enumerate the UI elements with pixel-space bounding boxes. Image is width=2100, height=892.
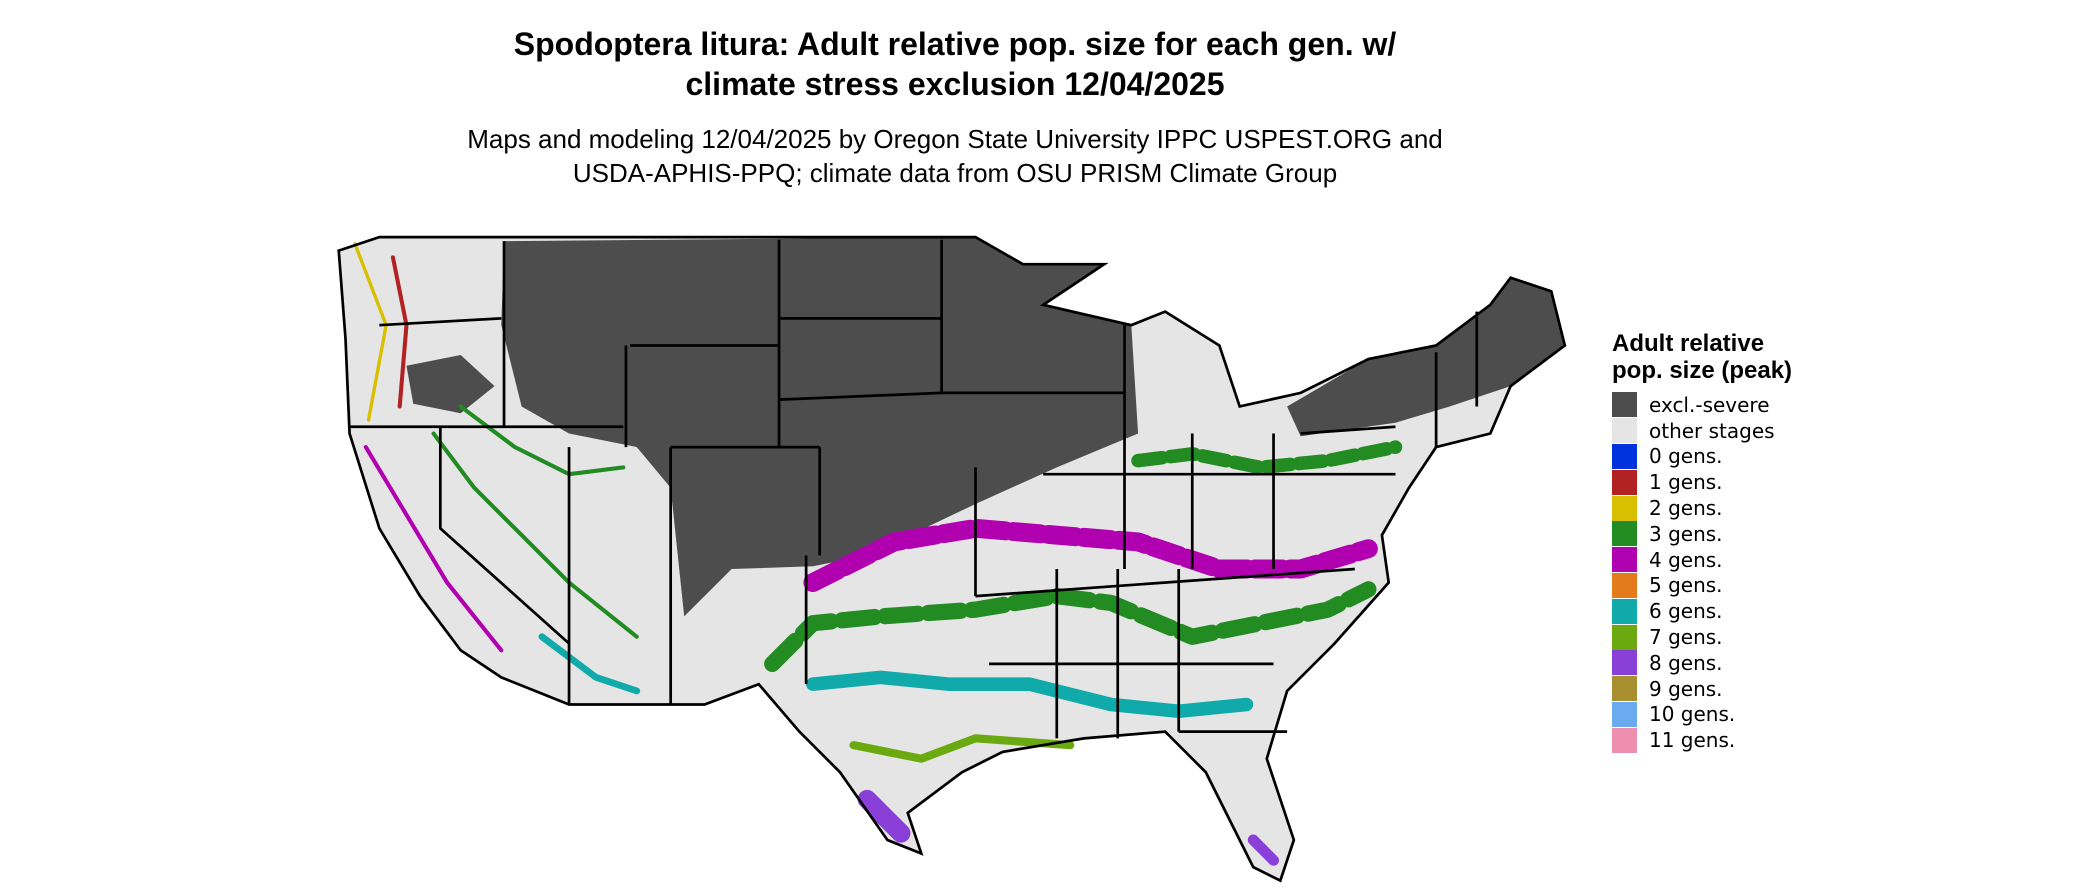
legend-label: 1 gens. [1649, 470, 1723, 495]
legend-label: 5 gens. [1649, 573, 1723, 598]
legend-label: 9 gens. [1649, 676, 1723, 701]
legend-label: 10 gens. [1649, 702, 1736, 727]
legend-item: 3 gens. [1612, 521, 1832, 547]
legend-item: 1 gens. [1612, 469, 1832, 495]
band [857, 789, 911, 843]
legend-item: 10 gens. [1612, 701, 1832, 728]
legend-label: other stages [1649, 418, 1775, 443]
legend-label: 2 gens. [1649, 496, 1723, 521]
legend-swatch [1612, 624, 1637, 650]
legend-swatch [1612, 443, 1637, 469]
band [390, 255, 409, 409]
map-title: Spodoptera litura: Adult relative pop. s… [513, 26, 1397, 102]
legend-swatch [1612, 572, 1637, 598]
legend-item: 8 gens. [1612, 650, 1832, 676]
state-border [349, 239, 1479, 739]
legend-swatch [1612, 547, 1637, 573]
excluded-region [406, 354, 495, 414]
legend-items: excl.-severe other stages 0 gens. 1 gens. 2 … [1612, 392, 1832, 753]
band [538, 633, 641, 695]
legend-item: 7 gens. [1612, 624, 1832, 650]
legend-label: 3 gens. [1649, 521, 1723, 546]
excluded-region [501, 237, 1139, 617]
band [803, 518, 1378, 593]
band [431, 431, 639, 639]
legend-swatch [1612, 598, 1637, 624]
legend-swatch [1612, 418, 1637, 444]
legend-swatch [1612, 727, 1637, 753]
band [1131, 440, 1403, 475]
legend-label: 6 gens. [1649, 599, 1723, 624]
legend-swatch [1612, 469, 1637, 495]
legend-title: Adult relative pop. size (peak) [1612, 330, 1793, 384]
legend-label: 7 gens. [1649, 625, 1723, 650]
legend-swatch [1612, 701, 1637, 727]
legend-item: 5 gens. [1612, 572, 1832, 599]
legend-item: 9 gens. [1612, 676, 1832, 702]
legend-label: 11 gens. [1649, 728, 1736, 753]
map-subtitle: Maps and modeling 12/04/2025 by Oregon S… [467, 124, 1443, 188]
legend-label: 8 gens. [1649, 650, 1723, 675]
band [764, 581, 1377, 672]
legend-item: other stages [1612, 418, 1832, 444]
legend-item: 2 gens. [1612, 495, 1832, 521]
borders [337, 235, 1567, 883]
legend-item: 0 gens. [1612, 443, 1832, 470]
legend: Adult relative pop. size (peak) excl.-se… [1612, 330, 1832, 753]
band [1247, 834, 1279, 866]
legend-swatch [1612, 392, 1637, 418]
excluded-region [1287, 277, 1565, 437]
legend-item: 11 gens. [1612, 727, 1832, 753]
legend-item: 6 gens. [1612, 598, 1832, 624]
legend-item: 4 gens. [1612, 547, 1832, 573]
legend-swatch [1612, 650, 1637, 676]
band [363, 445, 504, 653]
legend-label: 0 gens. [1649, 444, 1723, 469]
band [849, 734, 1075, 763]
legend-label: excl.-severe [1649, 392, 1770, 417]
legend-item: excl.-severe [1612, 392, 1832, 418]
legend-label: 4 gens. [1649, 547, 1723, 572]
legend-swatch [1612, 521, 1637, 547]
legend-swatch [1612, 676, 1637, 702]
legend-swatch [1612, 495, 1637, 521]
outline [337, 235, 1567, 883]
